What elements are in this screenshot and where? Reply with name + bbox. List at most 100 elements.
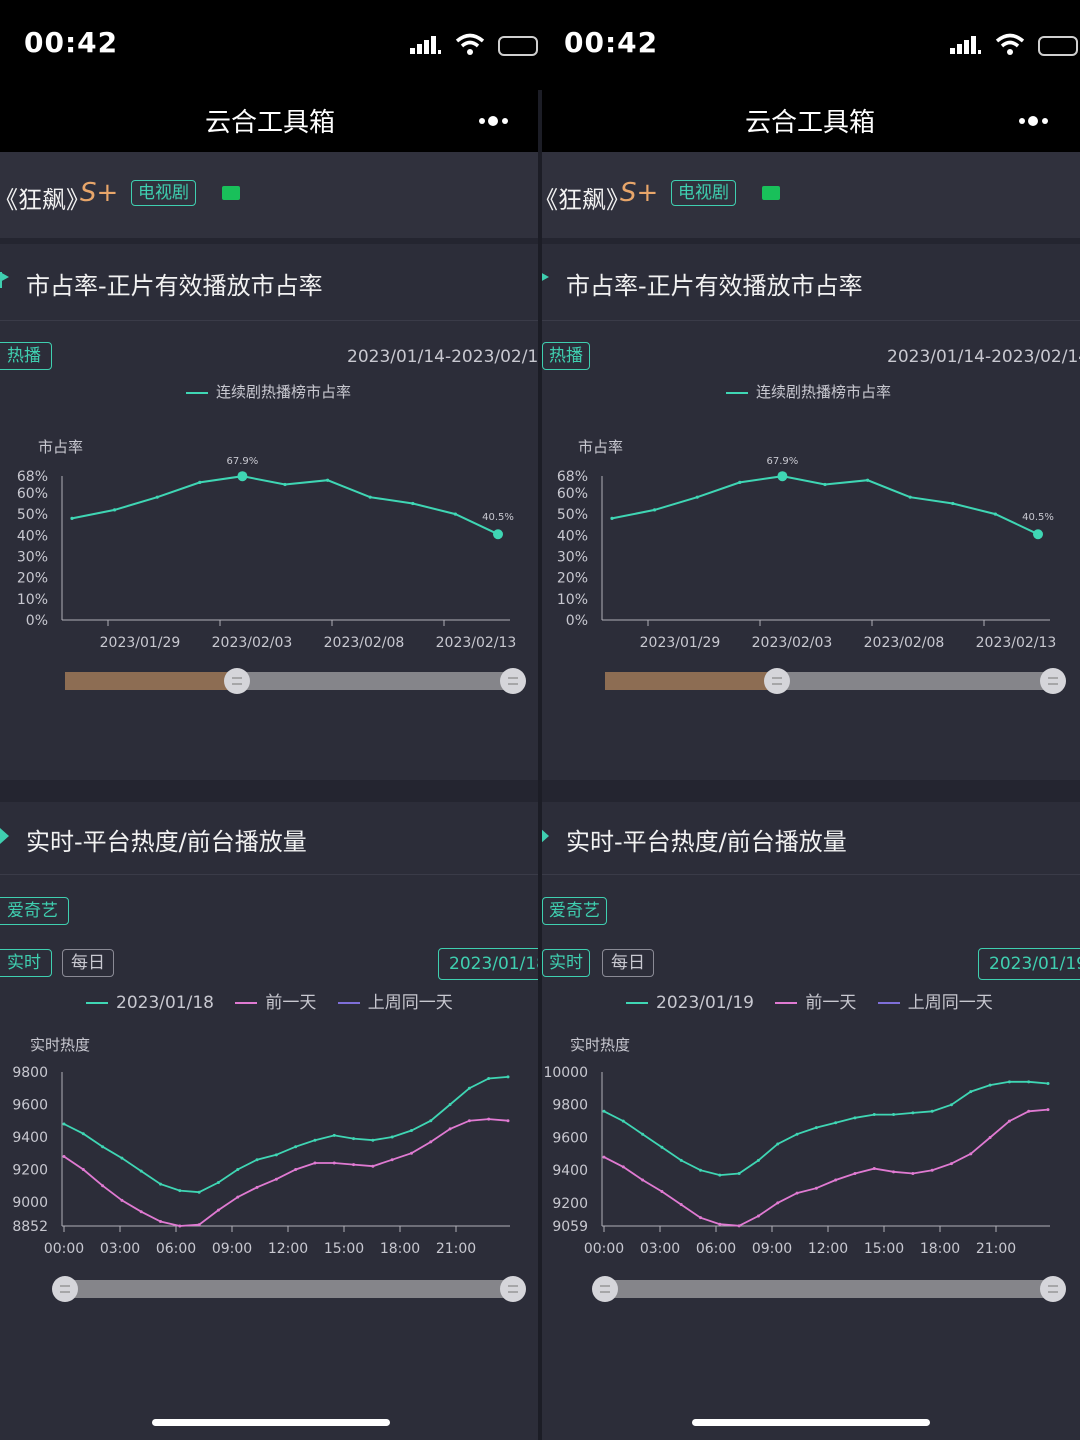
- data-point: [872, 1167, 876, 1171]
- data-point: [255, 1158, 259, 1162]
- legend-swatch: [337, 1002, 360, 1004]
- x-tick-label: 18:00: [920, 1241, 960, 1257]
- data-point: [969, 1152, 973, 1156]
- data-point: [101, 1145, 105, 1149]
- y-axis-label: 市占率: [38, 438, 84, 456]
- tab-realtime[interactable]: 实时: [0, 949, 52, 977]
- data-point: [313, 1138, 317, 1142]
- tab-realtime[interactable]: 实时: [542, 949, 590, 977]
- x-tick-label: 2023/01/29: [640, 635, 721, 651]
- battery-icon: [1038, 36, 1078, 56]
- data-point: [326, 478, 330, 482]
- data-point: [159, 1182, 163, 1186]
- peak-marker: [237, 471, 248, 482]
- data-point: [602, 1155, 606, 1159]
- x-tick-label: 15:00: [324, 1241, 364, 1257]
- tab-daily[interactable]: 每日: [602, 949, 654, 977]
- market-share-card: 市占率-正片有效播放市占率: [0, 244, 540, 780]
- legend-label: 2023/01/19: [656, 993, 754, 1013]
- data-point: [506, 1119, 510, 1123]
- data-point: [139, 1169, 143, 1173]
- data-point: [178, 1189, 182, 1193]
- data-point: [679, 1203, 683, 1207]
- nav-bar: 云合工具箱: [540, 90, 1080, 152]
- slider-handle: [224, 668, 250, 694]
- y-tick-label: 60%: [17, 486, 48, 502]
- y-tick-label: 10000: [543, 1065, 588, 1081]
- y-axis-label: 市占率: [578, 438, 624, 456]
- data-point: [814, 1186, 818, 1190]
- data-point: [448, 1102, 452, 1106]
- data-point: [81, 1132, 85, 1136]
- data-point: [62, 1122, 66, 1126]
- data-point: [756, 1158, 760, 1162]
- section-marker-icon: [0, 828, 9, 844]
- more-icon[interactable]: [478, 114, 510, 128]
- data-point: [371, 1164, 375, 1168]
- tab-hot[interactable]: 热播: [542, 342, 590, 370]
- y-tick-label: 40%: [557, 528, 588, 544]
- data-point: [139, 1210, 143, 1214]
- panel-separator: [538, 90, 542, 1440]
- data-point: [776, 1142, 780, 1146]
- data-point: [930, 1168, 934, 1172]
- data-point: [448, 1127, 452, 1131]
- data-point: [487, 1117, 491, 1121]
- data-point: [951, 501, 955, 506]
- slider-unselected-range: [65, 672, 237, 690]
- divider: [540, 238, 1080, 244]
- more-icon[interactable]: [1018, 114, 1050, 128]
- wifi-icon: [455, 33, 485, 55]
- divider: [540, 780, 1080, 802]
- data-point: [155, 495, 159, 499]
- y-tick-label: 9059: [552, 1219, 588, 1235]
- data-point: [795, 1191, 799, 1195]
- series-line: [603, 1108, 1049, 1227]
- legend-label: 上周同一天: [367, 993, 453, 1013]
- data-point: [274, 1153, 278, 1157]
- date-picker[interactable]: 2023/01/18: [438, 948, 540, 980]
- divider: [0, 780, 540, 802]
- platform-tag[interactable]: 爱奇艺: [542, 897, 607, 925]
- y-tick-label: 20%: [17, 571, 48, 587]
- y-tick-label: 68%: [557, 469, 588, 485]
- y-tick-label: 20%: [557, 571, 588, 587]
- y-tick-label: 9600: [12, 1097, 48, 1113]
- divider-line: [0, 320, 540, 321]
- genre-tag: 电视剧: [131, 180, 196, 206]
- data-point: [814, 1126, 818, 1130]
- data-point: [621, 1165, 625, 1169]
- end-label: 40.5%: [1022, 512, 1054, 523]
- y-tick-label: 30%: [557, 549, 588, 565]
- date-picker[interactable]: 2023/01/19: [978, 948, 1080, 980]
- legend-label: 前一天: [805, 993, 857, 1013]
- section-marker-icon: [540, 828, 549, 844]
- data-point: [411, 501, 415, 506]
- data-point: [1027, 1080, 1031, 1084]
- iqiyi-icon: [222, 186, 240, 200]
- legend-label: 上周同一天: [907, 993, 993, 1013]
- chart-legend: 连续剧热播榜市占率: [726, 381, 891, 402]
- data-point: [294, 1145, 298, 1149]
- series-line: [63, 1118, 509, 1227]
- data-point: [120, 1198, 124, 1202]
- x-tick-label: 2023/02/13: [976, 635, 1057, 651]
- battery-icon: [498, 36, 538, 56]
- tab-daily[interactable]: 每日: [62, 949, 114, 977]
- data-point: [178, 1224, 182, 1228]
- y-tick-label: 30%: [17, 549, 48, 565]
- tab-hot[interactable]: 热播: [0, 342, 52, 370]
- x-tick-label: 2023/02/03: [752, 635, 833, 651]
- y-tick-label: 50%: [17, 507, 48, 523]
- data-point: [737, 1171, 741, 1175]
- status-bar: 00:42: [0, 0, 540, 90]
- data-point: [216, 1180, 220, 1184]
- screenshot-right: 00:42 云合工具箱 《狂飙》 S+ 电视剧 市占率-正片有效播放市占率 热播…: [540, 0, 1080, 1440]
- data-point: [621, 1119, 625, 1123]
- platform-tag[interactable]: 爱奇艺: [0, 897, 69, 925]
- y-tick-label: 9200: [12, 1162, 48, 1178]
- data-point: [332, 1133, 336, 1137]
- data-point: [409, 1128, 413, 1132]
- data-point: [776, 1201, 780, 1205]
- x-tick-label: 03:00: [640, 1241, 680, 1257]
